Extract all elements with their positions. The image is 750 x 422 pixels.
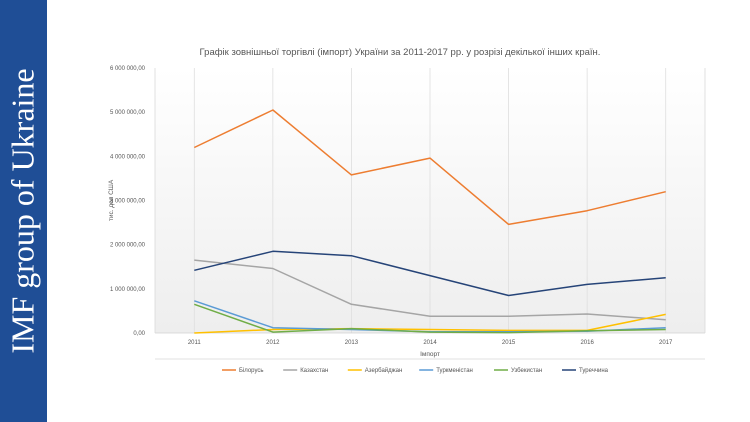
- x-axis-title: Імпорт: [420, 351, 440, 358]
- y-tick-label: 6 000 000,00: [110, 66, 146, 72]
- y-tick-label: 1 000 000,00: [110, 287, 146, 293]
- side-banner: IMF group of Ukraine: [0, 0, 47, 422]
- series-line: [194, 250, 666, 297]
- y-tick-label: 2 000 000,00: [110, 243, 146, 249]
- y-axis-title: тис. дол США: [108, 179, 115, 221]
- chart-title: Графік зовнішньої торгівлі (імпорт) Укра…: [200, 47, 601, 58]
- y-tick-label: 3 000 000,00: [110, 199, 146, 205]
- legend-label: Узбекистан: [511, 368, 542, 374]
- series-line: [194, 259, 666, 321]
- y-tick-label: 4 000 000,00: [110, 154, 146, 160]
- legend-label: Азербайджан: [365, 367, 403, 374]
- legend-label: Казахстан: [300, 368, 328, 374]
- legend-label: Туреччина: [579, 368, 609, 374]
- x-tick-label: 2012: [266, 340, 280, 346]
- series-line: [193, 109, 666, 226]
- x-tick-label: 2015: [502, 340, 516, 346]
- x-tick-label: 2017: [659, 340, 673, 346]
- x-tick-label: 2013: [345, 340, 359, 346]
- series-line: [194, 303, 666, 334]
- y-tick-label: 0,00: [133, 331, 145, 337]
- x-tick-label: 2011: [188, 340, 202, 346]
- y-tick-label: 5 000 000,00: [110, 110, 146, 116]
- x-tick-label: 2014: [423, 340, 437, 346]
- legend-label: Білорусь: [239, 368, 264, 374]
- legend-label: Туркменістан: [436, 368, 473, 374]
- x-tick-label: 2016: [580, 340, 594, 346]
